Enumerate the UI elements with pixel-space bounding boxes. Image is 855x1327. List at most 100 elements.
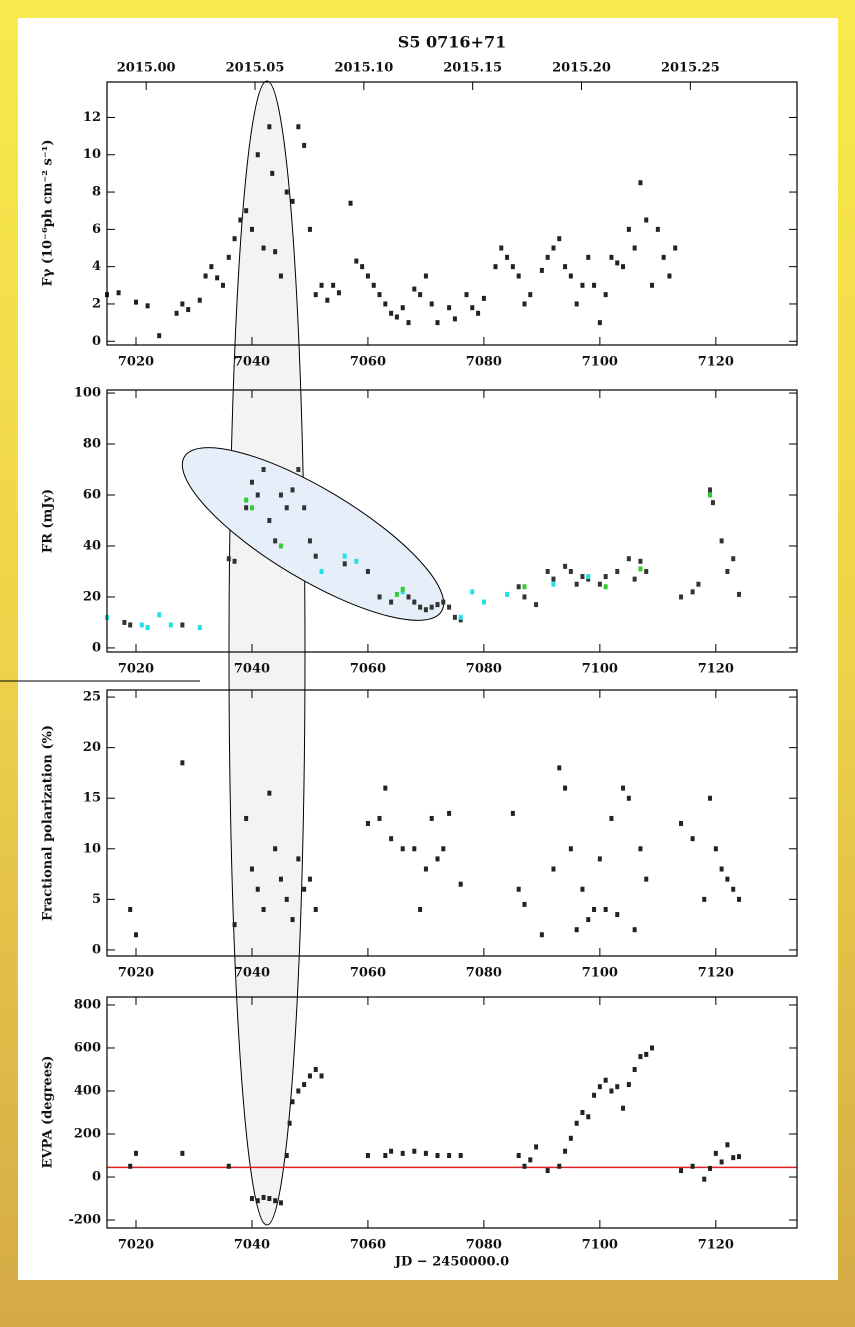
data-point <box>348 200 353 206</box>
data-point <box>476 310 481 316</box>
data-point <box>632 1066 637 1072</box>
y-axis-label: FR (mJy) <box>41 489 56 553</box>
data-point <box>383 785 388 791</box>
data-point <box>458 614 463 620</box>
data-point <box>354 558 359 564</box>
highlight-ellipse <box>228 80 306 1226</box>
data-point <box>145 303 150 309</box>
data-point <box>255 492 260 498</box>
data-point <box>389 310 394 316</box>
chart-title: S5 0716+71 <box>398 33 506 52</box>
data-point <box>505 591 510 597</box>
y-tick-label: 0 <box>92 1170 101 1185</box>
data-point <box>690 836 695 842</box>
x-tick-label: 7080 <box>466 966 502 981</box>
data-point <box>273 249 278 255</box>
data-point <box>220 282 225 288</box>
data-point <box>574 301 579 307</box>
data-point <box>313 292 318 298</box>
data-point <box>731 886 736 892</box>
data-point <box>423 607 428 613</box>
data-point <box>128 906 133 912</box>
data-point <box>597 1084 602 1090</box>
data-point <box>644 876 649 882</box>
data-point <box>626 556 631 562</box>
data-point <box>522 1163 527 1169</box>
data-point <box>580 574 585 580</box>
data-point <box>719 866 724 872</box>
data-point <box>128 1163 133 1169</box>
data-point <box>737 1154 742 1160</box>
data-point <box>597 320 602 326</box>
data-point <box>423 273 428 279</box>
y-tick-label: 600 <box>74 1040 101 1055</box>
data-point <box>580 886 585 892</box>
data-point <box>481 295 486 301</box>
data-point <box>447 604 452 610</box>
data-point <box>197 297 202 303</box>
data-point <box>528 1157 533 1163</box>
data-point <box>713 1150 718 1156</box>
data-point <box>278 1200 283 1206</box>
data-point <box>215 275 220 281</box>
data-point <box>296 1088 301 1094</box>
y-tick-label: 200 <box>74 1127 101 1142</box>
data-point <box>290 917 295 923</box>
data-point <box>244 208 249 214</box>
data-point <box>719 1159 724 1165</box>
data-point <box>551 245 556 251</box>
data-point <box>180 622 185 628</box>
data-point <box>539 932 544 938</box>
data-point <box>377 594 382 600</box>
data-point <box>737 591 742 597</box>
data-point <box>621 785 626 791</box>
data-point <box>383 1153 388 1159</box>
data-point <box>365 821 370 827</box>
data-point <box>139 622 144 628</box>
data-point <box>696 581 701 587</box>
data-point <box>284 189 289 195</box>
y-tick-label: 25 <box>83 690 101 705</box>
data-point <box>412 1148 417 1154</box>
data-point <box>458 617 463 623</box>
data-point <box>180 1150 185 1156</box>
data-point <box>510 264 515 270</box>
x-tick-label: 7080 <box>466 1238 502 1253</box>
data-point <box>290 198 295 204</box>
data-point <box>516 1153 521 1159</box>
x-tick-label: 7060 <box>350 1238 386 1253</box>
data-point <box>644 568 649 574</box>
data-point <box>412 846 417 852</box>
data-point <box>522 594 527 600</box>
data-point <box>284 896 289 902</box>
data-point <box>725 568 730 574</box>
data-point <box>360 264 365 270</box>
data-point <box>418 604 423 610</box>
data-point <box>313 553 318 559</box>
data-point <box>679 821 684 827</box>
data-point <box>180 760 185 766</box>
data-point <box>249 479 254 485</box>
data-point <box>226 556 231 562</box>
plots: 7020 7040 7060 7080 7100 7120 0 2 4 6 8 10 12 2015.00… <box>41 33 798 1270</box>
data-point <box>447 305 452 311</box>
y-tick-label: 4 <box>92 259 101 274</box>
x-tick-label: 7100 <box>582 966 618 981</box>
data-point <box>186 307 191 313</box>
data-point <box>650 282 655 288</box>
data-point <box>568 273 573 279</box>
data-point <box>284 505 289 511</box>
data-point <box>580 1110 585 1115</box>
data-point <box>284 1153 289 1159</box>
data-point <box>603 1077 608 1083</box>
data-point <box>470 589 475 595</box>
x-axis-label: JD − 2450000.0 <box>394 1255 509 1270</box>
data-point <box>545 254 550 260</box>
data-point <box>290 487 295 493</box>
y-tick-label: 20 <box>83 740 101 755</box>
x-tick-label: 7100 <box>582 662 618 677</box>
data-point <box>626 1082 631 1088</box>
data-point <box>249 866 254 872</box>
data-point <box>383 301 388 307</box>
data-point <box>255 152 260 158</box>
